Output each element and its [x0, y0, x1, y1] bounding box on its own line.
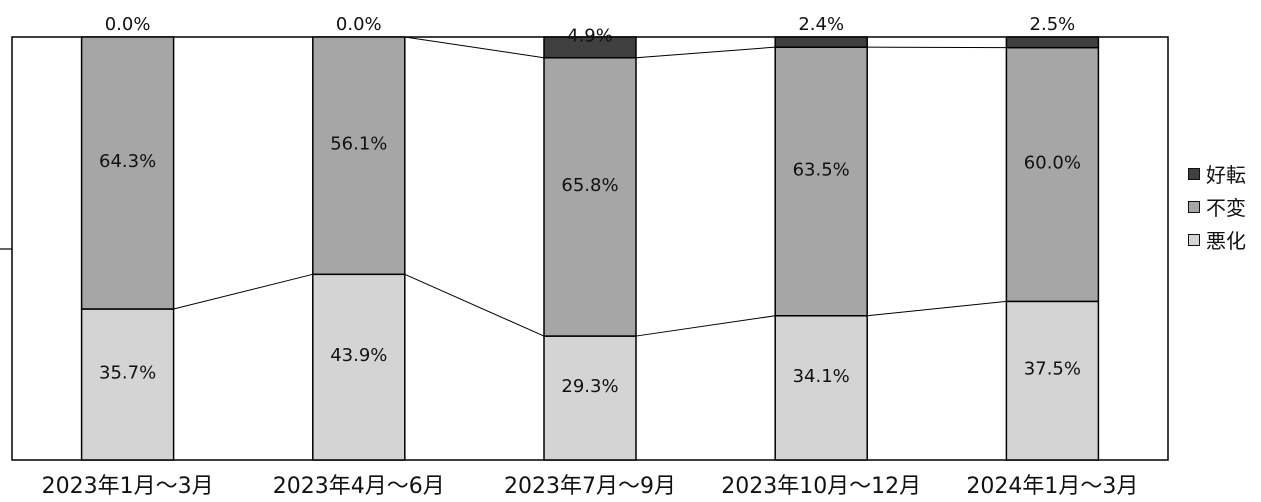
bar-unchanged-1	[80, 36, 175, 310]
connector-line-unchanged-3	[635, 46, 776, 59]
bar-unchanged-3	[543, 56, 637, 337]
data-label-unchanged-3: 65.8%	[561, 175, 618, 196]
legend-item-unchanged: 不変	[1188, 190, 1246, 223]
x-tick-label-3: 2023年7月～9月	[504, 474, 676, 499]
x-tick-label-2: 2023年4月～6月	[273, 474, 445, 499]
x-tick-label-1: 2023年1月～3月	[42, 474, 214, 499]
legend-item-improved: 好転	[1188, 157, 1246, 190]
data-label-improved-1: 0.0%	[105, 14, 151, 35]
connector-line-worsened-2	[404, 273, 545, 337]
bar-unchanged-5	[1005, 46, 1100, 303]
connector-line-worsened-4	[867, 300, 1007, 317]
legend-label-unchanged: 不変	[1206, 196, 1246, 220]
data-label-worsened-5: 37.5%	[1024, 359, 1081, 380]
x-tick-label-5: 2024年1月～3月	[966, 474, 1138, 499]
bar-unchanged-2	[312, 36, 406, 276]
data-label-improved-2: 0.0%	[336, 14, 382, 35]
data-label-improved-5: 2.5%	[1030, 14, 1076, 35]
legend-swatch-improved	[1188, 167, 1200, 180]
legend-swatch-worsened	[1188, 233, 1200, 246]
data-label-improved-4: 2.4%	[798, 14, 844, 35]
data-label-worsened-4: 34.1%	[793, 366, 850, 387]
data-label-unchanged-5: 60.0%	[1024, 152, 1081, 173]
data-label-unchanged-2: 56.1%	[330, 134, 387, 155]
connector-line-unchanged-2	[404, 36, 545, 59]
data-label-unchanged-4: 63.5%	[793, 159, 850, 180]
data-label-unchanged-1: 64.3%	[99, 151, 156, 172]
bar-worsened-4	[774, 315, 868, 461]
data-label-worsened-1: 35.7%	[99, 362, 156, 383]
bar-unchanged-4	[774, 46, 868, 317]
bar-worsened-1	[80, 308, 175, 461]
connector-line-worsened-1	[173, 273, 313, 310]
bar-improved-4	[774, 36, 868, 48]
bar-improved-3	[543, 36, 637, 59]
data-label-worsened-2: 43.9%	[330, 345, 387, 366]
data-label-worsened-3: 29.3%	[561, 376, 618, 397]
legend-label-worsened: 悪化	[1206, 229, 1246, 253]
connector-line-worsened-3	[635, 315, 776, 337]
bar-worsened-3	[543, 335, 637, 461]
bar-worsened-2	[312, 273, 406, 461]
legend-swatch-unchanged	[1188, 200, 1200, 213]
x-tick-label-4: 2023年10月～12月	[721, 474, 921, 499]
legend-item-worsened: 悪化	[1188, 223, 1246, 256]
bar-worsened-5	[1005, 300, 1100, 461]
legend: 好転 不変 悪化	[1188, 157, 1246, 256]
legend-label-improved: 好転	[1206, 163, 1246, 187]
bar-improved-5	[1005, 36, 1100, 49]
data-label-improved-3: 4.9%	[567, 25, 613, 46]
